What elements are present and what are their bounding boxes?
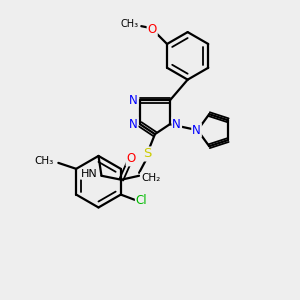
Text: N: N <box>129 118 137 131</box>
Text: O: O <box>127 152 136 165</box>
Text: CH₃: CH₃ <box>34 156 53 166</box>
Text: O: O <box>148 22 157 36</box>
Text: N: N <box>129 94 137 107</box>
Text: N: N <box>192 124 201 137</box>
Text: HN: HN <box>81 169 98 179</box>
Text: N: N <box>172 118 181 131</box>
Text: CH₂: CH₂ <box>141 173 160 183</box>
Text: Cl: Cl <box>136 194 147 207</box>
Text: S: S <box>143 148 151 160</box>
Text: CH₃: CH₃ <box>120 19 138 29</box>
